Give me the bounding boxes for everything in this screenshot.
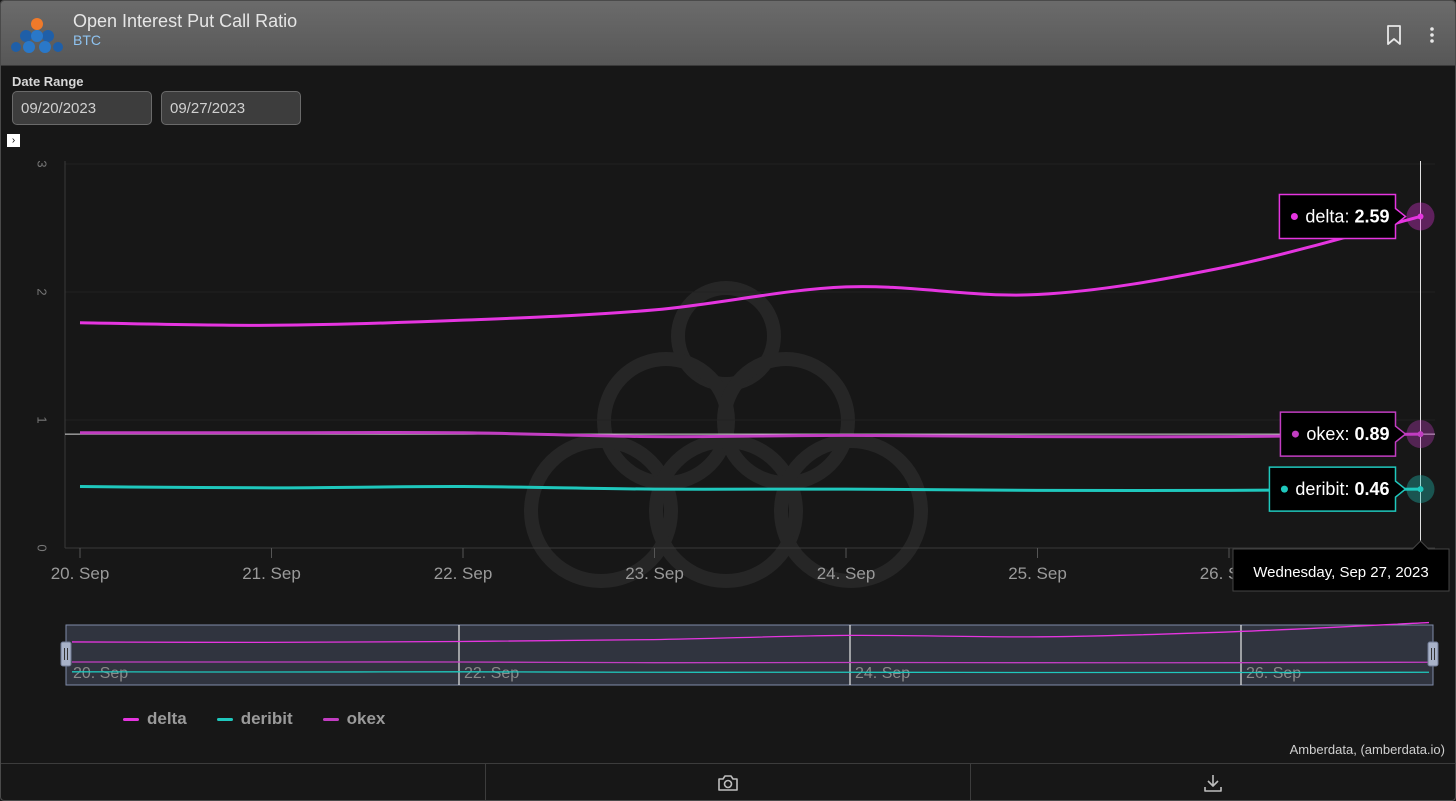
y-tick-label: 0 <box>35 544 50 551</box>
x-tick-label: 24. Sep <box>817 564 876 583</box>
tooltip-text-deribit: deribit: 0.46 <box>1295 479 1389 499</box>
end-date-input[interactable] <box>161 91 301 125</box>
amberdata-watermark <box>524 281 928 588</box>
tooltip-deribit: deribit: 0.46 <box>1268 466 1407 512</box>
legend-swatch <box>322 717 339 721</box>
legend-swatch <box>216 717 233 721</box>
series-line-deribit <box>79 485 1421 493</box>
y-tick-label: 3 <box>35 160 50 167</box>
chart-grid <box>64 161 1435 549</box>
legend-label: delta <box>147 709 187 728</box>
camera-icon <box>718 775 738 791</box>
tooltip-text-delta: delta: 2.59 <box>1305 206 1389 226</box>
legend-item-okex[interactable]: okex <box>322 709 386 729</box>
hover-dot-deribit <box>1417 486 1424 493</box>
expand-toggle-icon[interactable]: › <box>7 134 20 147</box>
download-icon <box>1204 775 1222 792</box>
navigator-label: 24. Sep <box>855 665 910 682</box>
tooltip-dot-delta <box>1290 212 1298 220</box>
tooltip-dot-okex <box>1291 430 1299 438</box>
navigator-handle-right[interactable] <box>1427 641 1439 667</box>
chart-legend: delta deribit okex <box>123 709 385 729</box>
x-tick-label: 20. Sep <box>51 564 110 583</box>
x-tick-label: 23. Sep <box>625 564 684 583</box>
navigator-handle-left[interactable] <box>60 641 72 667</box>
x-axis: 20. Sep 21. Sep 22. Sep 23. Sep 24. Sep 25. S… <box>51 548 1258 583</box>
legend-label: okex <box>346 709 386 728</box>
legend-item-deribit[interactable]: deribit <box>216 709 293 729</box>
legend-label: deribit <box>240 709 293 728</box>
tooltip-dot-deribit <box>1280 485 1288 493</box>
tooltip-box-deribit <box>1268 466 1407 512</box>
navigator-label: 22. Sep <box>464 665 519 682</box>
y-tick-label: 2 <box>35 288 50 295</box>
y-axis: 0 1 2 3 <box>35 160 50 551</box>
tooltip-box-okex <box>1279 411 1407 457</box>
date-tooltip: Wednesday, Sep 27, 2023 <box>1232 540 1450 592</box>
navigator-line-okex <box>72 661 1430 664</box>
legend-swatch <box>123 717 139 721</box>
legend-item-delta[interactable]: delta <box>123 709 187 729</box>
widget-header: Open Interest Put Call Ratio BTC <box>1 1 1455 66</box>
tooltip-delta: delta: 2.59 <box>1278 193 1407 240</box>
date-tooltip-box <box>1232 540 1450 592</box>
amberdata-logo-icon <box>11 18 63 53</box>
footer-spacer <box>1 764 486 800</box>
hover-dot-delta <box>1417 213 1424 220</box>
bookmark-icon[interactable] <box>1383 23 1405 47</box>
widget-title: Open Interest Put Call Ratio <box>73 11 298 31</box>
navigator[interactable]: 20. Sep 22. Sep 24. Sep 26. Sep <box>60 621 1439 686</box>
asset-subtitle: BTC <box>73 32 101 48</box>
date-range-label: Date Range <box>12 74 84 89</box>
widget-footer <box>1 763 1455 800</box>
screenshot-button[interactable] <box>486 764 971 800</box>
start-date-input[interactable] <box>12 91 152 125</box>
x-tick-label: 22. Sep <box>434 564 493 583</box>
chart-series <box>65 161 1435 548</box>
navigator-line-delta <box>71 621 1430 644</box>
x-tick-label: 25. Sep <box>1008 564 1067 583</box>
tooltip-text-okex: okex: 0.89 <box>1306 424 1389 444</box>
download-button[interactable] <box>971 764 1455 800</box>
series-line-okex <box>80 431 1421 439</box>
navigator-selection <box>65 624 1434 686</box>
more-menu-icon[interactable] <box>1421 23 1443 47</box>
credit-text: Amberdata, (amberdata.io) <box>1289 742 1445 757</box>
tooltip-box-delta <box>1278 193 1407 240</box>
navigator-line-deribit <box>71 671 1430 674</box>
x-tick-label: 21. Sep <box>242 564 301 583</box>
navigator-label: 20. Sep <box>73 665 128 682</box>
y-tick-label: 1 <box>35 416 50 423</box>
date-tooltip-text: Wednesday, Sep 27, 2023 <box>1253 564 1428 581</box>
tooltip-okex: okex: 0.89 <box>1279 411 1407 457</box>
hover-dot-okex <box>1417 431 1424 438</box>
put-call-ratio-chart: 0 1 2 3 20. Sep 21. Sep 22. Sep 23. Sep 24. Sep… <box>35 160 1450 686</box>
series-line-delta <box>79 215 1421 327</box>
navigator-label: 26. Sep <box>1246 665 1301 682</box>
tooltips: delta: 2.59 okex: 0.89 deribit: 0.46 Wednes… <box>1232 193 1450 592</box>
